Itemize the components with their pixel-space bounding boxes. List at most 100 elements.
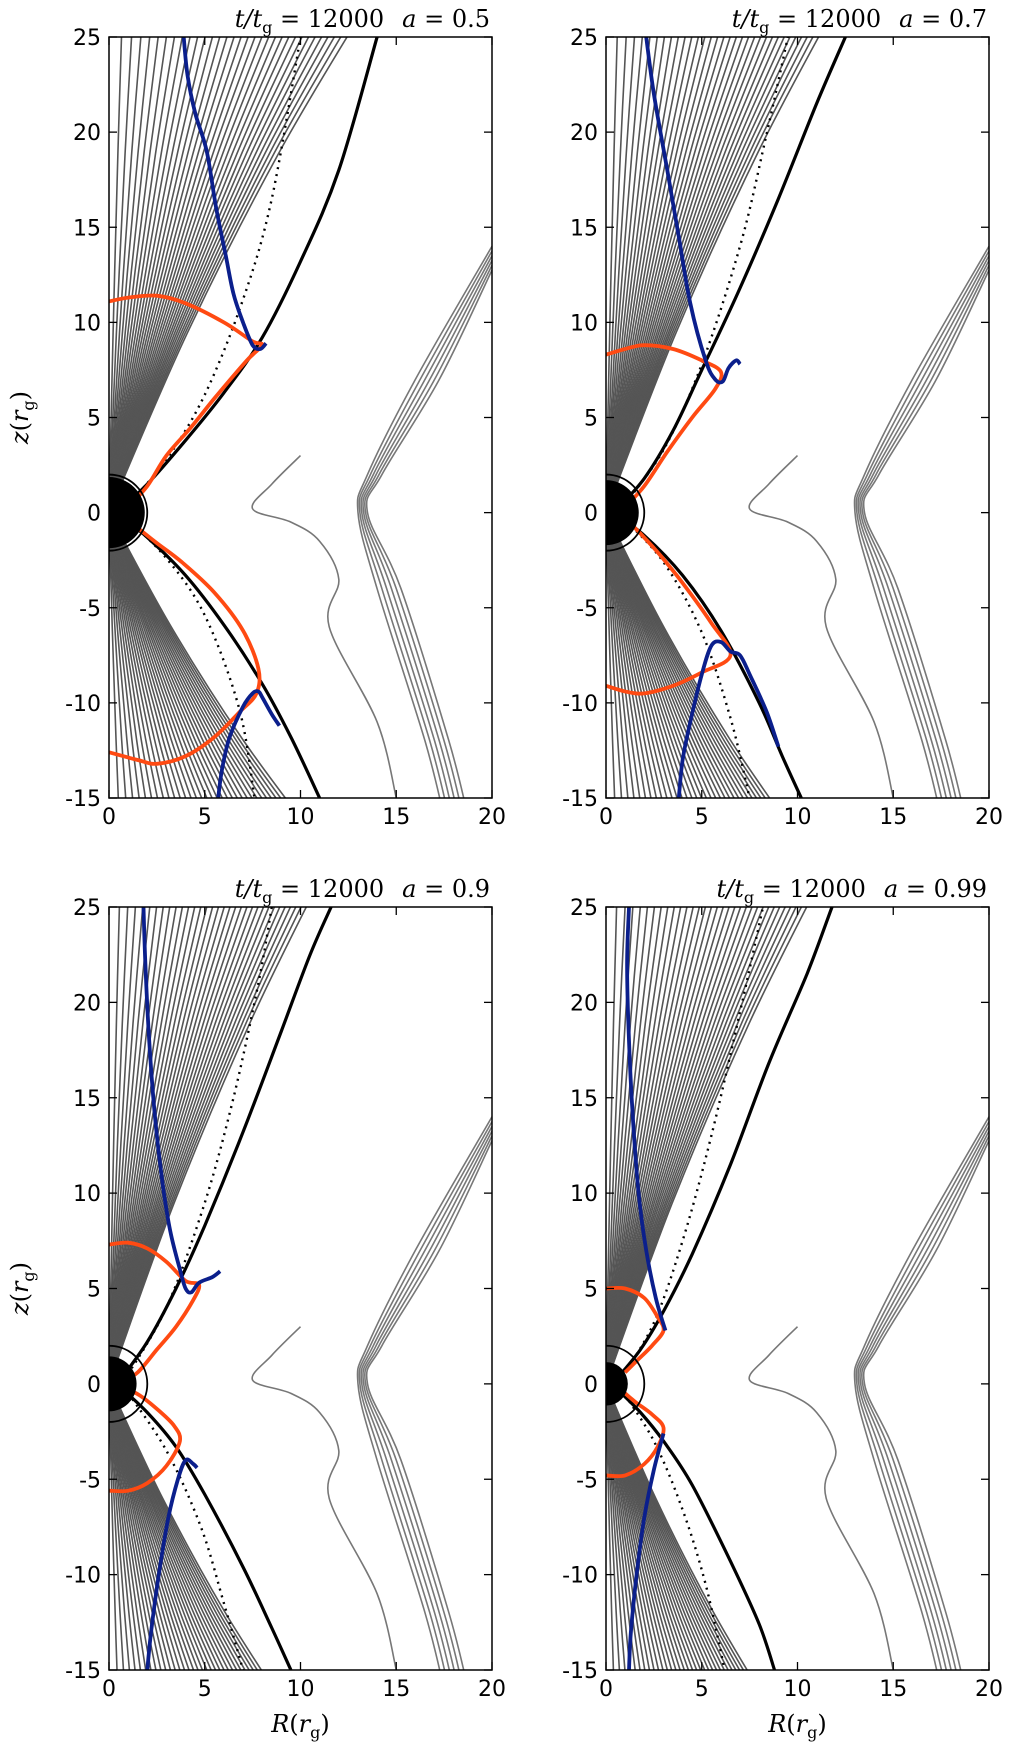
field-line-upper xyxy=(109,907,177,1384)
title-t: t/t xyxy=(235,875,263,903)
disk-contour xyxy=(861,1135,989,1670)
x-tick-label: 5 xyxy=(695,805,709,830)
field-line-upper xyxy=(109,37,297,513)
disk-contour xyxy=(251,1326,398,1670)
field-line-upper xyxy=(606,37,686,513)
field-line-upper xyxy=(109,37,249,513)
jet-boundary-lower xyxy=(117,1384,293,1670)
y-tick-label: -15 xyxy=(65,1659,101,1684)
field-line-upper xyxy=(606,907,676,1384)
field-line-upper xyxy=(606,37,774,513)
disk-contour xyxy=(251,455,398,798)
disk-contour xyxy=(356,245,492,798)
disk-contour xyxy=(861,264,989,798)
y-tick-label: 15 xyxy=(73,216,101,241)
field-line-upper xyxy=(109,907,302,1385)
y-tick-label: 5 xyxy=(87,1278,101,1303)
field-line-upper xyxy=(606,907,803,1385)
field-line-upper xyxy=(109,37,228,513)
panel-title: t/tg = 12000 a = 0.99 xyxy=(717,875,987,907)
field-line-upper xyxy=(606,907,642,1384)
y-tick-label: -10 xyxy=(65,692,101,717)
x-tick-label: 20 xyxy=(478,1677,506,1702)
y-tick-label: 10 xyxy=(73,1182,101,1207)
ylabel-sub: g xyxy=(19,400,38,410)
field-line-lower xyxy=(109,512,182,798)
blue-curve-lower xyxy=(145,1457,199,1670)
x-tick-label: 20 xyxy=(478,805,506,830)
field-line-upper xyxy=(109,37,336,513)
field-line-lower xyxy=(606,512,641,798)
field-line-upper xyxy=(606,37,673,513)
title-eq2: = xyxy=(416,5,451,33)
disk-contour xyxy=(362,260,492,798)
field-line-upper xyxy=(606,37,644,513)
field-line-upper xyxy=(109,37,176,513)
disk-contour xyxy=(360,255,492,798)
y-tick-label: 15 xyxy=(73,1087,101,1112)
disk-contour xyxy=(857,1126,989,1670)
field-line-lower xyxy=(606,1383,615,1670)
disk-contour xyxy=(362,1130,492,1670)
field-line-lower xyxy=(109,1383,131,1670)
field-line-upper xyxy=(109,37,184,513)
dotted-line-lower xyxy=(620,515,751,798)
ergosphere-outline xyxy=(606,1344,646,1423)
field-line-upper xyxy=(606,37,814,513)
field-line-upper xyxy=(606,37,738,513)
field-line-lower xyxy=(109,512,127,798)
x-tick-label: 10 xyxy=(287,1677,315,1702)
field-line-upper xyxy=(606,37,725,513)
y-tick-label: 25 xyxy=(570,26,598,51)
x-tick-label: 15 xyxy=(879,1677,907,1702)
y-tick-label: -15 xyxy=(562,787,598,812)
title-sub: g xyxy=(759,18,769,37)
field-line-lower xyxy=(109,1383,118,1670)
field-line-upper xyxy=(606,907,669,1384)
field-line-upper xyxy=(109,907,137,1384)
field-line-upper xyxy=(606,37,762,513)
ylabel-open: ( xyxy=(6,1293,34,1302)
panel-0-7: 0 5 10 15 20 -15 -10 -5 0 5 10 15 20 25 t/tg = 12000 a … xyxy=(562,5,1003,830)
x-tick-label: 0 xyxy=(102,1677,116,1702)
y-tick-label: 5 xyxy=(584,1278,598,1303)
x-tick-label: 0 xyxy=(102,805,116,830)
disk-contour xyxy=(748,455,895,798)
field-line-upper xyxy=(606,907,695,1385)
title-t: t/t xyxy=(235,5,263,33)
field-line-upper xyxy=(109,37,277,513)
disk-contour xyxy=(859,1130,989,1670)
field-line-lower xyxy=(109,512,147,798)
disk-contour xyxy=(862,1140,989,1670)
jet-boundary-upper xyxy=(117,37,379,512)
field-line-upper xyxy=(606,907,701,1385)
y-tick-label: 10 xyxy=(570,311,598,336)
field-line-upper xyxy=(109,907,158,1384)
red-curve-lower xyxy=(606,516,733,696)
title-spin: 0.9 xyxy=(452,875,490,903)
title-t: t/t xyxy=(732,5,760,33)
field-line-upper xyxy=(606,37,713,513)
field-line-upper xyxy=(109,37,214,513)
black-hole xyxy=(606,480,639,546)
field-line-upper xyxy=(606,37,636,513)
panel-0-99: 0 5 10 15 20 -15 -10 -5 0 5 10 15 20 25 t/tg = 12000 a … xyxy=(562,875,1003,1742)
y-tick-label: 0 xyxy=(87,502,101,527)
disk-contour xyxy=(356,1116,492,1670)
title-time: 12000 xyxy=(790,875,866,903)
disk-contour xyxy=(855,1121,989,1670)
field-line-upper xyxy=(109,37,168,513)
field-line-lower xyxy=(606,512,616,798)
field-line-upper xyxy=(109,37,310,513)
y-tick-label: -10 xyxy=(562,1564,598,1589)
disk-contour xyxy=(358,250,492,798)
field-line-upper xyxy=(109,907,121,1384)
black-hole xyxy=(606,1362,628,1406)
title-sub: g xyxy=(262,888,272,907)
dotted-line-upper xyxy=(123,907,273,1381)
blue-curve-upper xyxy=(625,907,668,1332)
x-tick-label: 0 xyxy=(599,1677,613,1702)
y-axis-label: z(rg) xyxy=(6,391,38,445)
xlabel-sub: g xyxy=(807,1723,817,1742)
ergosphere-outline xyxy=(109,1344,149,1423)
